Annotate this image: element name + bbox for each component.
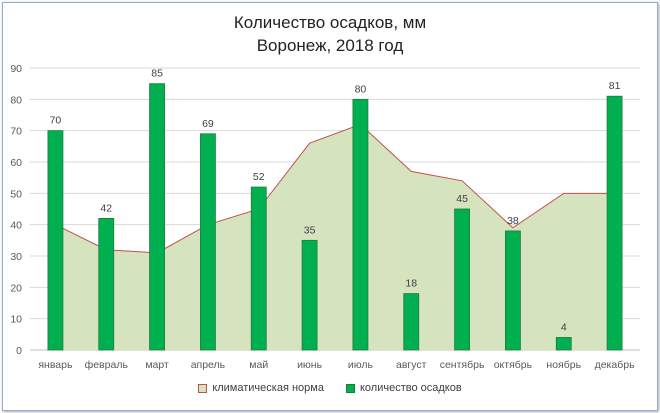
- precip-bar: [606, 95, 623, 351]
- y-tick-label: 0: [16, 345, 22, 357]
- x-tick-label: май: [249, 359, 268, 371]
- precip-bar: [555, 337, 572, 351]
- x-tick-label: ноябрь: [546, 359, 581, 371]
- precip-bar: [352, 98, 369, 351]
- x-tick-label: октябрь: [494, 359, 533, 371]
- x-tick-label: июнь: [297, 359, 323, 371]
- legend-item-norm: климатическая норма: [198, 382, 324, 394]
- y-tick-label: 60: [10, 157, 22, 169]
- y-tick-label: 40: [10, 220, 22, 232]
- precip-bar: [98, 217, 115, 351]
- precip-bar: [505, 230, 521, 351]
- legend-item-precip: количество осадков: [345, 382, 462, 394]
- precip-bar: [454, 208, 470, 351]
- data-label: 45: [456, 193, 468, 205]
- y-tick-label: 10: [10, 314, 22, 326]
- data-label: 70: [50, 115, 62, 127]
- y-tick-label: 80: [10, 94, 22, 106]
- legend-label-precip: количество осадков: [359, 382, 462, 394]
- x-tick-label: декабрь: [595, 359, 635, 371]
- x-tick-label: апрель: [191, 359, 226, 371]
- data-label: 42: [100, 202, 112, 214]
- norm-line: [55, 123, 615, 254]
- precip-bar: [403, 293, 420, 351]
- chart-subtitle: Воронеж, 2018 год: [256, 36, 404, 55]
- x-tick-label: январь: [38, 359, 73, 371]
- y-tick-label: 70: [10, 126, 22, 138]
- precip-bar: [200, 133, 216, 351]
- data-label: 80: [355, 83, 367, 95]
- y-tick-label: 20: [10, 282, 22, 294]
- y-tick-label: 50: [10, 188, 22, 200]
- data-label: 35: [304, 224, 316, 236]
- data-label: 69: [202, 118, 214, 130]
- legend-swatch-precip: [345, 383, 355, 393]
- legend-swatch-norm: [198, 383, 208, 393]
- x-tick-label: февраль: [85, 359, 129, 371]
- data-label: 81: [609, 80, 621, 92]
- precip-bar: [301, 239, 318, 351]
- data-label: 4: [561, 321, 567, 333]
- data-label: 85: [151, 68, 163, 80]
- precip-bar: [149, 83, 165, 351]
- x-tick-label: март: [145, 359, 169, 371]
- x-tick-label: сентябрь: [440, 359, 485, 371]
- y-tick-label: 90: [10, 63, 22, 75]
- legend: климатическая норма количество осадков: [0, 382, 660, 394]
- data-label: 52: [253, 171, 265, 183]
- x-tick-label: август: [396, 359, 427, 371]
- data-label: 18: [405, 278, 417, 290]
- data-label: 38: [507, 215, 519, 227]
- precip-bar: [47, 130, 64, 351]
- norm-area: [55, 124, 615, 351]
- y-tick-label: 30: [10, 251, 22, 263]
- chart-title: Количество осадков, мм: [233, 13, 427, 32]
- x-tick-label: июль: [348, 359, 374, 371]
- precip-bar: [250, 186, 267, 351]
- legend-label-norm: климатическая норма: [212, 382, 324, 394]
